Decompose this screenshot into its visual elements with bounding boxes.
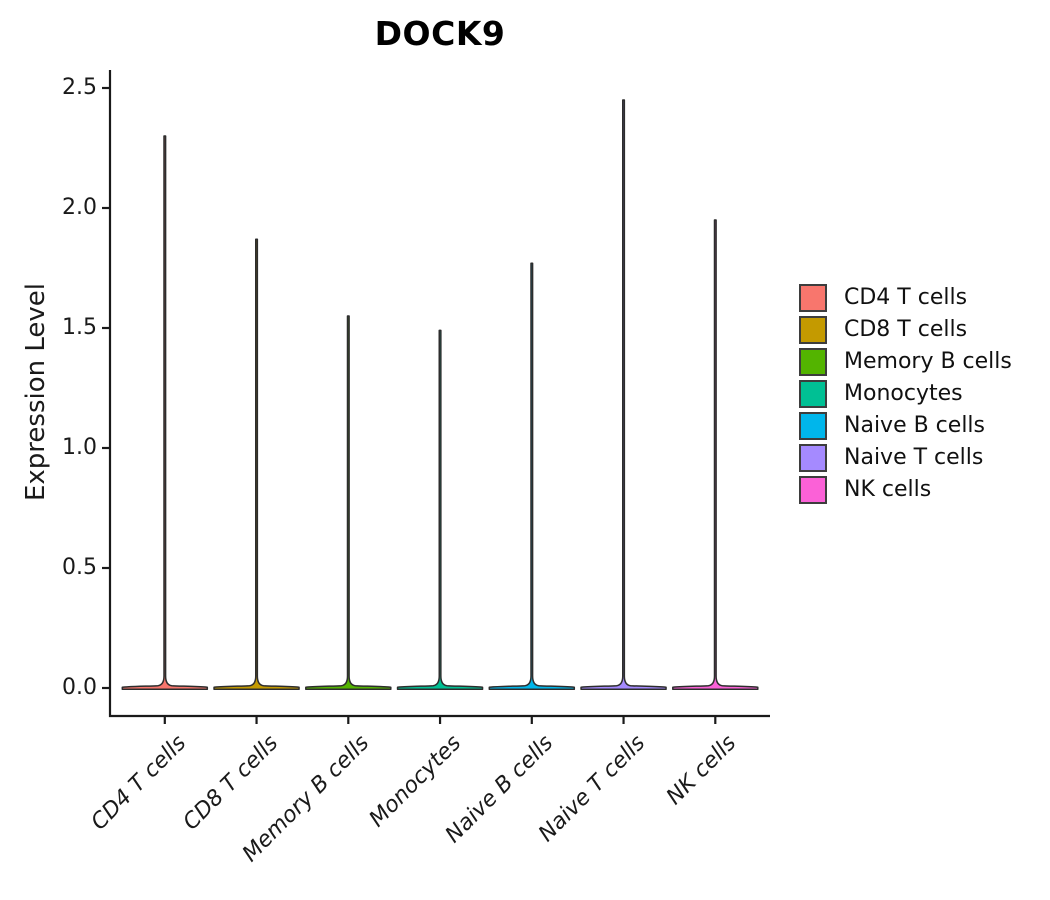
y-tick-label: 2.0 <box>62 195 97 220</box>
y-tick-label: 1.0 <box>62 435 97 460</box>
legend-item-label: CD4 T cells <box>844 285 968 310</box>
legend-item-memory-b-cells: Memory B cells <box>799 348 1012 376</box>
violin-monocytes <box>396 329 484 690</box>
violin-memory-b-cells <box>305 315 392 690</box>
violin-naive-t-cells <box>580 99 667 690</box>
plot-title: DOCK9 <box>374 14 506 53</box>
violin-cd8-t-cells <box>213 238 300 690</box>
x-tick-label-nk-cells: NK cells <box>662 731 812 810</box>
legend-item-cd4-t-cells: CD4 T cells <box>799 284 1012 312</box>
legend-item-label: Naive B cells <box>844 413 986 438</box>
legend-item-naive-t-cells: Naive T cells <box>799 444 1012 472</box>
legend-key-swatch <box>799 348 827 376</box>
legend-item-cd8-t-cells: CD8 T cells <box>799 316 1012 344</box>
legend-key-swatch <box>799 444 827 472</box>
legend: CD4 T cells CD8 T cells Memory B cells Mono… <box>799 284 1012 508</box>
legend-item-monocytes: Monocytes <box>799 380 1012 408</box>
legend-key-swatch <box>799 284 827 312</box>
legend-key-swatch <box>799 412 827 440</box>
legend-item-label: CD8 T cells <box>844 317 968 342</box>
legend-item-naive-b-cells: Naive B cells <box>799 412 1012 440</box>
legend-key-swatch <box>799 380 827 408</box>
violin-naive-b-cells <box>488 262 576 690</box>
y-tick-label: 1.5 <box>62 315 97 340</box>
legend-item-label: Memory B cells <box>844 349 1012 374</box>
y-tick-label: 2.5 <box>62 75 97 100</box>
y-tick-label: 0.5 <box>62 555 97 580</box>
violin-nk-cells <box>672 219 759 690</box>
y-tick-label: 0.0 <box>62 675 97 700</box>
violin-cd4-t-cells <box>121 135 209 690</box>
legend-item-label: Naive T cells <box>844 445 984 470</box>
legend-key-swatch <box>799 476 827 504</box>
legend-item-nk-cells: NK cells <box>799 476 1012 504</box>
legend-item-label: NK cells <box>844 477 932 502</box>
legend-key-swatch <box>799 316 827 344</box>
legend-item-label: Monocytes <box>844 381 963 406</box>
